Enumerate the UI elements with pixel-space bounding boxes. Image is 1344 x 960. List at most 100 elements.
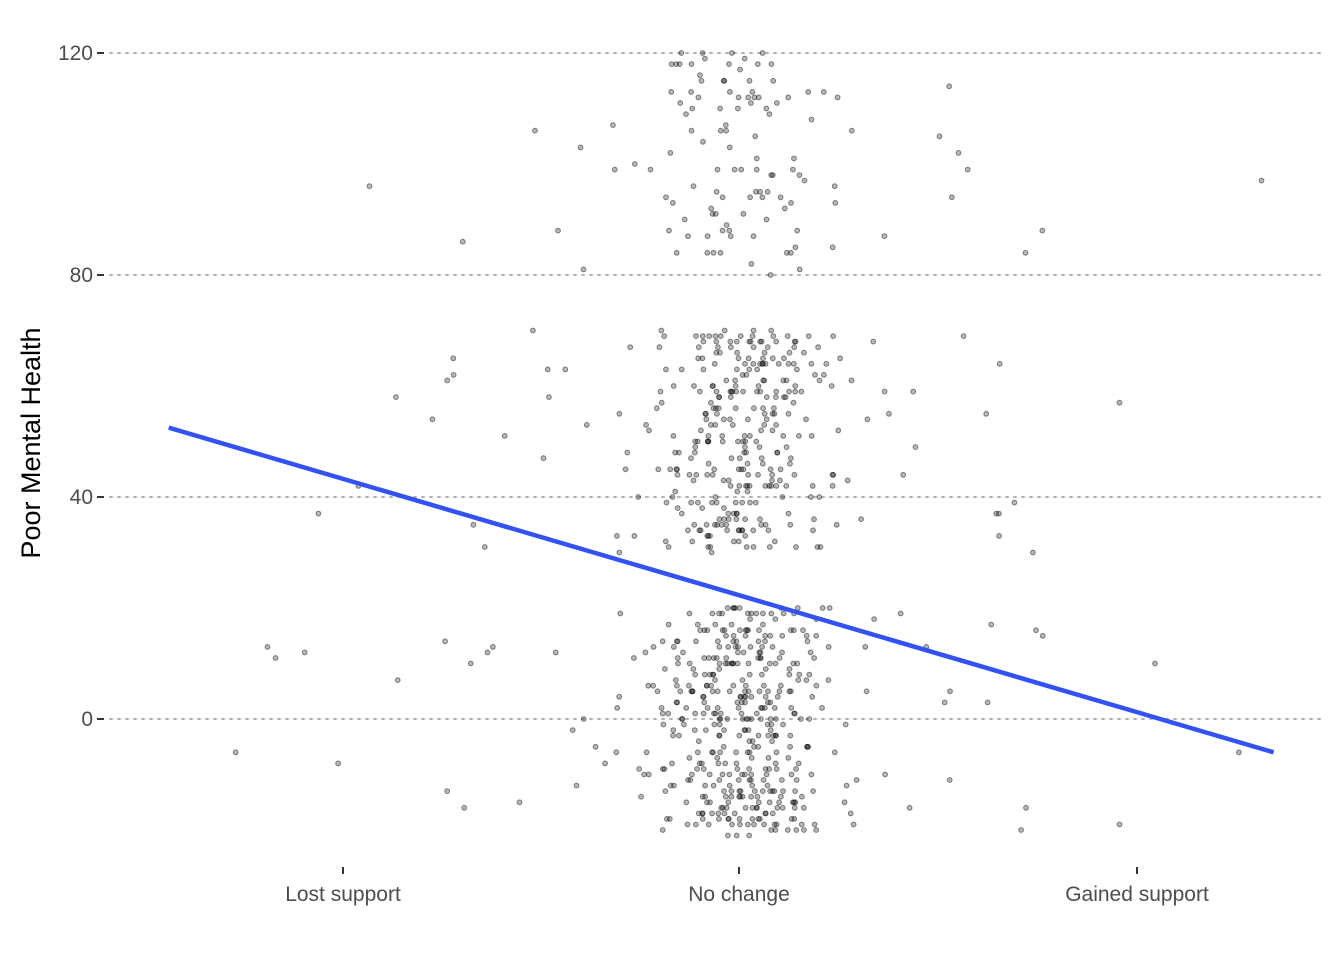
data-point [699,816,706,822]
data-point [704,799,710,806]
data-point [771,821,778,828]
data-point [642,649,649,656]
data-point [897,610,904,617]
data-point [712,422,719,428]
data-point [780,610,787,617]
data-point [741,449,747,456]
data-point [769,810,776,817]
data-point [711,710,717,717]
data-point [716,394,723,401]
data-point [756,627,762,634]
data-point [695,94,702,101]
data-point [616,693,623,700]
data-point [671,782,677,789]
data-point [697,627,704,634]
data-point [740,211,747,217]
data-point [767,466,774,473]
data-point [723,632,729,639]
data-point [734,699,741,706]
data-point [645,771,652,778]
data-point [717,710,724,717]
data-point [631,533,638,539]
data-point [725,477,732,484]
data-point [787,732,794,739]
data-point [773,821,780,828]
data-point [735,94,742,101]
data-point [721,77,728,84]
data-point [695,344,702,351]
data-point [715,760,722,767]
data-point [771,705,778,711]
data-point [753,438,760,445]
data-point [685,233,691,240]
data-point [666,816,673,822]
data-point [719,610,725,617]
data-point [768,327,775,334]
data-point [1011,499,1018,506]
data-point [808,494,814,500]
data-point [767,716,774,722]
data-point [737,333,744,340]
data-point [725,816,732,822]
data-point [712,333,719,340]
data-point [772,827,779,833]
data-point [837,355,843,362]
data-point [790,360,797,367]
data-point [955,150,962,156]
data-point [793,827,800,833]
data-point [754,388,760,395]
data-point [996,510,1002,517]
data-point [743,716,750,722]
data-point [762,521,769,528]
data-point [804,743,810,750]
data-point [829,244,836,251]
data-point [665,710,672,717]
data-point [721,516,728,523]
data-point [863,688,870,695]
data-point [721,727,727,733]
data-point [753,166,760,173]
data-point [366,183,373,190]
data-point [461,804,468,811]
data-point [709,471,716,478]
data-point [751,788,758,794]
data-point [699,760,705,767]
data-point [679,716,686,722]
data-point [725,832,731,839]
data-point [805,89,812,95]
data-point [723,804,730,811]
y-tick-label-80: 80 [70,264,93,287]
data-point [779,777,785,783]
data-point [694,621,701,628]
data-point [745,727,752,733]
data-point [573,782,580,789]
data-point [858,516,864,523]
data-point [721,327,728,334]
data-point [816,494,823,500]
data-point [728,793,735,800]
data-point [730,682,737,689]
data-point [721,627,728,634]
data-point [685,777,691,783]
data-point [622,466,629,473]
data-point [732,383,739,389]
data-point [745,610,751,617]
data-point [689,538,696,545]
data-point [729,50,735,56]
data-point [791,799,797,806]
data-point [773,338,780,345]
data-point [750,233,757,240]
data-point [697,527,704,534]
data-point [745,94,752,101]
data-point [881,233,888,240]
data-point [749,782,756,789]
data-point [759,705,766,711]
data-point [687,777,694,783]
data-point [763,216,770,223]
data-point [232,749,239,756]
data-point [732,605,739,611]
data-point [747,433,753,439]
data-point [708,422,714,428]
data-point [272,655,279,661]
data-point [656,344,663,351]
